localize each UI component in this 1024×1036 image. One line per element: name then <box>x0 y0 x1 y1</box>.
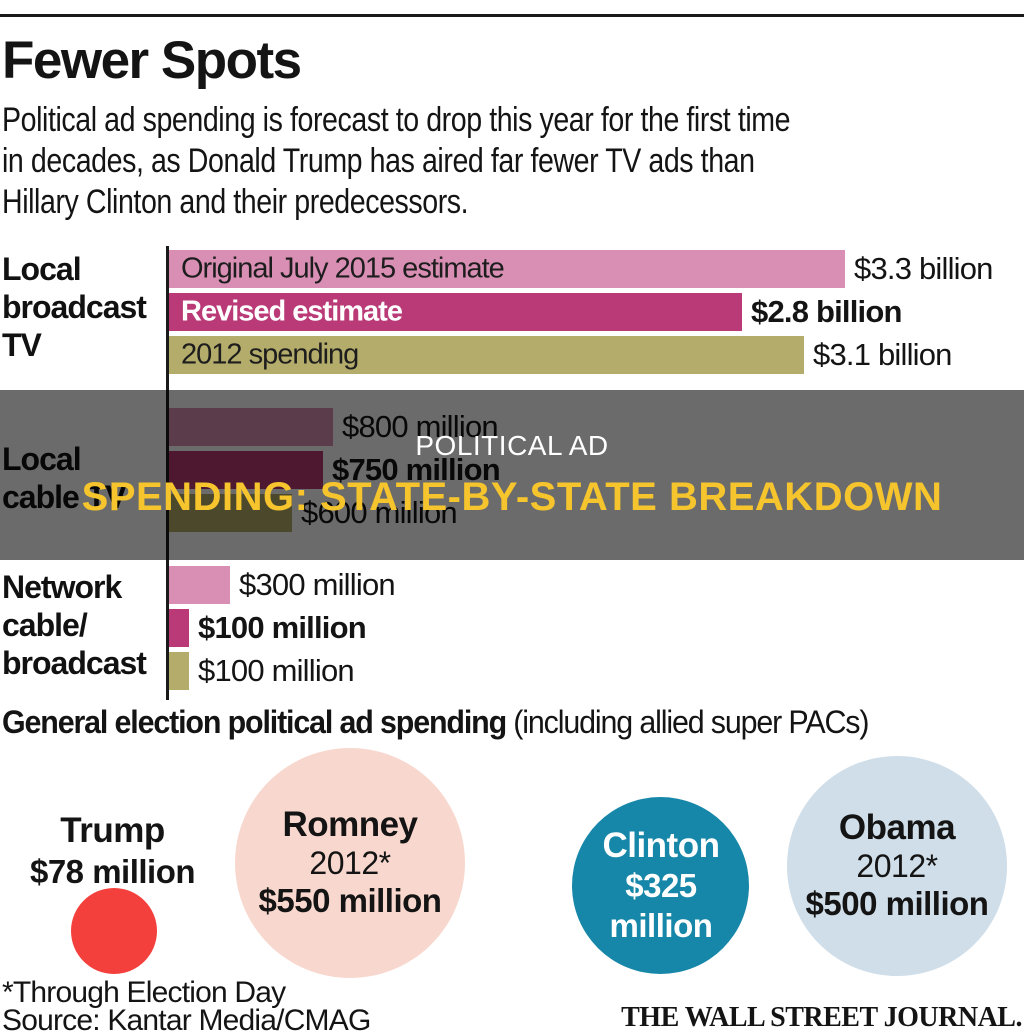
bar-2012-spending-network <box>169 652 189 690</box>
top-divider <box>0 14 1024 17</box>
bar-row: Original July 2015 estimate $3.3 billion <box>169 250 993 288</box>
bar-revised-estimate-local-broadcast: Revised estimate <box>169 293 742 331</box>
bar-value: $3.1 billion <box>813 337 952 372</box>
footnote: *Through Election Day <box>2 976 286 1009</box>
bubble-year-romney: 2012* <box>309 844 391 881</box>
banner-line-2: SPENDING: STATE-BY-STATE BREAKDOWN <box>81 475 943 519</box>
bubble-romney: Romney 2012* $550 million <box>234 747 466 979</box>
bubble-name-obama: Obama <box>838 808 956 847</box>
bubble-value-obama: $500 million <box>805 885 989 922</box>
bar-label: Original July 2015 estimate <box>181 252 505 285</box>
category-label-network-cable-broadcast: Network cable/ broadcast <box>2 569 147 681</box>
bar-label: Revised estimate <box>181 295 403 328</box>
bar-value: $100 million <box>198 653 355 688</box>
page-subtitle: Political ad spending is forecast to dro… <box>2 101 791 221</box>
bar-row: 2012 spending $3.1 billion <box>169 336 952 374</box>
bar-value: $2.8 billion <box>751 294 902 329</box>
bubble-section-title-regular: (including allied super PACs) <box>506 704 869 740</box>
bar-label: 2012 spending <box>181 338 359 371</box>
bar-row: $300 million <box>169 566 396 604</box>
bubble-section-title-bold: General election political ad spending <box>2 704 507 740</box>
wsj-logotype: THE WALL STREET JOURNAL. <box>621 1002 1022 1033</box>
bar-row: $100 million <box>169 609 367 647</box>
banner-line-1: POLITICAL AD <box>415 430 609 461</box>
bar-value: $3.3 billion <box>854 251 993 286</box>
bubble-year-obama: 2012* <box>856 848 938 884</box>
bubble-value-trump: $78 million <box>29 853 196 890</box>
bubble-name-trump: Trump <box>60 811 165 850</box>
bar-row: $100 million <box>169 652 355 690</box>
category-label-local-broadcast-tv: Local broadcast TV <box>2 251 147 363</box>
bubble-obama: Obama 2012* $500 million <box>787 756 1007 976</box>
page-title: Fewer Spots <box>2 31 302 90</box>
bubble-trump <box>70 887 158 975</box>
bubble-section-title: General election political ad spending (… <box>2 704 869 741</box>
bar-original-estimate-network <box>169 566 230 604</box>
bar-value: $300 million <box>239 567 396 602</box>
watermark-banner: POLITICAL AD SPENDING: STATE-BY-STATE BR… <box>0 390 1024 560</box>
bubble-value-romney: $550 million <box>258 881 442 919</box>
source-line: Source: Kantar Media/CMAG <box>2 1004 371 1036</box>
bubble-value-clinton: $325 million <box>609 866 713 944</box>
bubble-name-romney: Romney <box>282 804 418 844</box>
bar-original-estimate-local-broadcast: Original July 2015 estimate <box>169 250 845 288</box>
trump-outside-label: Trump $78 million <box>5 810 220 892</box>
bubble-clinton: Clinton $325 million <box>572 797 750 975</box>
bar-2012-spending-local-broadcast: 2012 spending <box>169 336 804 374</box>
bar-revised-estimate-network <box>169 609 189 647</box>
bar-value: $100 million <box>198 610 367 645</box>
bar-row: Revised estimate $2.8 billion <box>169 293 902 331</box>
bubble-name-clinton: Clinton <box>602 825 720 865</box>
